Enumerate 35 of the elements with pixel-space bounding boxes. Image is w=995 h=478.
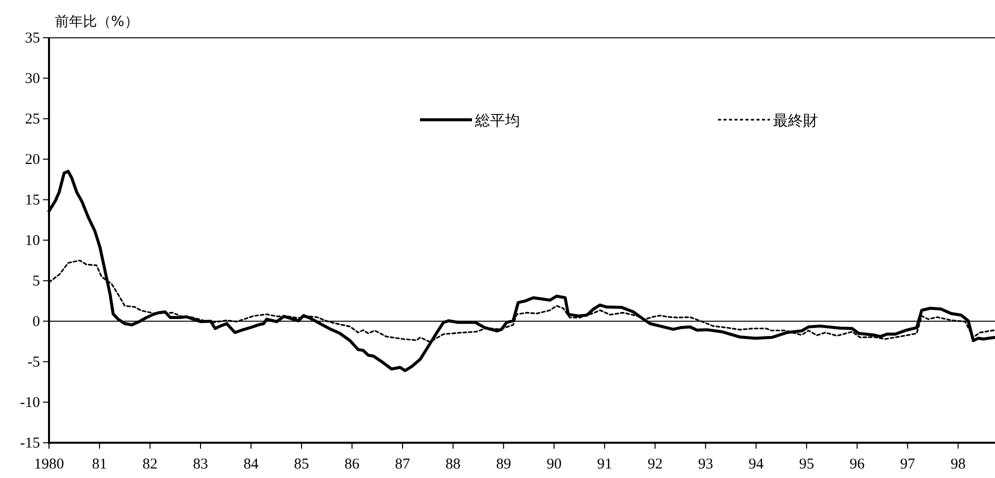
- y-tick-label: 30: [25, 71, 40, 88]
- y-tick-label: 20: [25, 152, 40, 168]
- legend-item: 総平均: [420, 112, 520, 130]
- x-tick-label: 87: [395, 456, 411, 473]
- x-tick-label: 92: [648, 456, 663, 473]
- x-tick-label: 94: [748, 456, 764, 473]
- x-tick-label: 86: [344, 456, 360, 473]
- x-tick-label: 95: [799, 456, 814, 473]
- legend-item: 最終財: [718, 112, 818, 130]
- x-tick-label: 89: [496, 456, 512, 473]
- y-tick-label: 5: [32, 274, 40, 290]
- x-tick-label: 83: [193, 456, 208, 473]
- y-tick-label: -10: [20, 395, 40, 412]
- x-tick-label: 1980: [34, 456, 64, 473]
- legend-label: 最終財: [773, 112, 818, 130]
- x-tick-label: 91: [597, 456, 612, 473]
- y-tick-label: 25: [25, 112, 40, 128]
- y-tick-label: -5: [28, 354, 40, 371]
- x-tick-label: 98: [950, 456, 966, 473]
- x-tick-label: 82: [142, 456, 158, 473]
- x-tick-label: 84: [244, 456, 260, 473]
- y-tick-label: 15: [25, 192, 40, 209]
- legend-label: 総平均: [474, 112, 520, 130]
- y-tick-label: 35: [25, 30, 40, 47]
- x-tick-label: 93: [698, 456, 714, 473]
- x-tick-label: 90: [546, 456, 562, 473]
- y-tick-label: -15: [20, 436, 40, 452]
- y-tick-label: 0: [32, 314, 40, 330]
- x-tick-label: 96: [850, 456, 866, 473]
- x-tick-label: 81: [92, 456, 108, 473]
- x-tick-label: 85: [294, 456, 310, 473]
- x-tick-label: 97: [900, 456, 916, 473]
- y-tick-label: 10: [25, 233, 40, 250]
- y-axis-title: 前年比（%）: [55, 14, 138, 30]
- x-tick-label: 88: [446, 456, 461, 473]
